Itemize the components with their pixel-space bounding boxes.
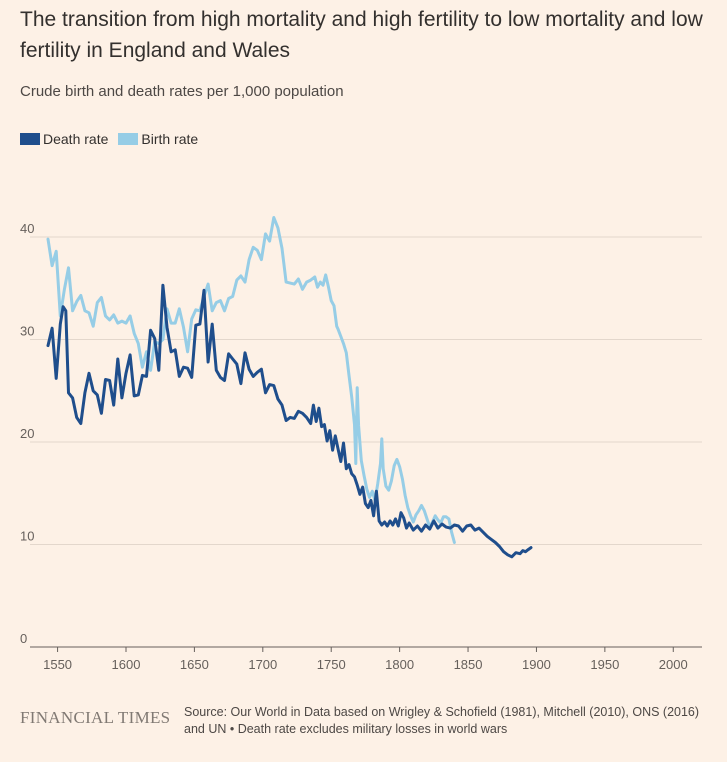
x-tick-label: 1850 <box>454 657 483 672</box>
chart-subtitle: Crude birth and death rates per 1,000 po… <box>20 83 344 100</box>
series-line-birth <box>46 216 456 544</box>
x-tick-label: 1650 <box>180 657 209 672</box>
x-tick-label: 2000 <box>659 657 688 672</box>
legend-item-birth: Birth rate <box>118 131 198 147</box>
legend-swatch-birth <box>118 133 139 145</box>
x-tick-label: 1550 <box>43 657 72 672</box>
chart-legend: Death rate Birth rate <box>20 131 208 147</box>
legend-item-death: Death rate <box>20 131 108 147</box>
y-tick-label: 30 <box>20 324 34 339</box>
x-tick-label: 1900 <box>522 657 551 672</box>
y-tick-label: 10 <box>20 529 34 544</box>
line-chart: 0 10 20 30 40 1550 1600 1650 1700 1750 1800 1850 190… <box>20 216 702 672</box>
source-note: Source: Our World in Data based on Wrigl… <box>184 705 700 736</box>
financial-times-logo: FINANCIAL TIMES <box>20 708 171 727</box>
legend-label-birth: Birth rate <box>141 131 199 147</box>
y-tick-label: 40 <box>20 221 34 236</box>
x-tick-label: 1950 <box>590 657 619 672</box>
x-tick-label: 1600 <box>112 657 141 672</box>
y-tick-label: 0 <box>20 631 27 646</box>
x-tick-label: 1700 <box>248 657 277 672</box>
x-tick-label: 1800 <box>385 657 414 672</box>
y-tick-label: 20 <box>20 426 34 441</box>
x-tick-label: 1750 <box>317 657 346 672</box>
chart-title: The transition from high mortality and h… <box>20 8 703 62</box>
legend-label-death: Death rate <box>43 131 109 147</box>
legend-swatch-death <box>20 133 40 145</box>
series-line-death <box>46 283 533 559</box>
